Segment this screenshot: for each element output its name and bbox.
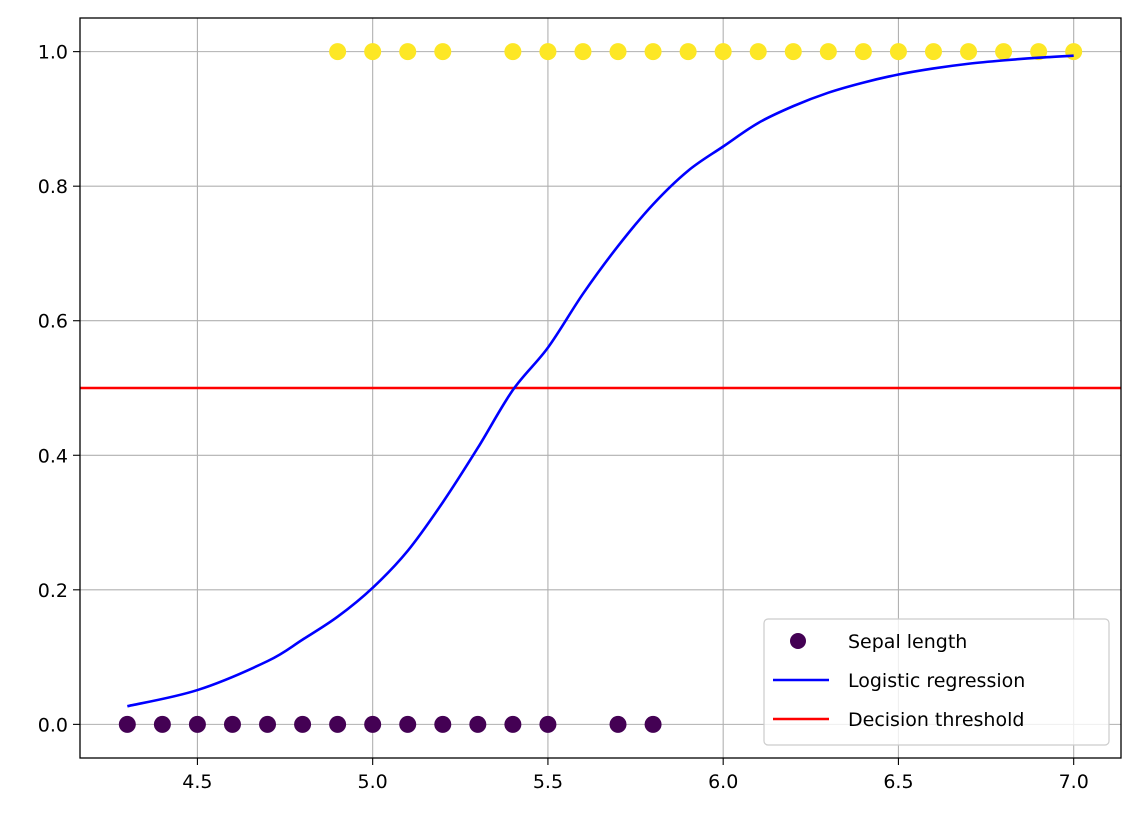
point-class-1	[995, 43, 1013, 61]
point-class-1	[889, 43, 907, 61]
point-class-1	[364, 43, 382, 61]
x-tick-label: 4.5	[182, 771, 212, 793]
point-class-1	[854, 43, 872, 61]
point-class-0	[294, 715, 312, 733]
point-class-1	[504, 43, 522, 61]
point-class-1	[644, 43, 662, 61]
point-class-0	[539, 715, 557, 733]
point-class-1	[399, 43, 417, 61]
point-class-1	[679, 43, 697, 61]
legend-marker-sepal-length	[790, 633, 806, 649]
point-class-1	[924, 43, 942, 61]
logistic-curve	[127, 54, 1074, 708]
point-class-1	[1030, 43, 1048, 61]
point-class-1	[714, 43, 732, 61]
x-tick-label: 5.0	[358, 771, 388, 793]
x-tick-label: 6.0	[708, 771, 738, 793]
y-tick-label: 0.2	[38, 580, 68, 602]
legend-label-decision-threshold: Decision threshold	[848, 709, 1024, 731]
point-class-0	[118, 715, 136, 733]
x-axis: 4.5 5.0 5.5 6.0 6.5 7.0	[182, 758, 1089, 793]
point-class-0	[609, 715, 627, 733]
y-tick-label: 0.8	[38, 176, 68, 198]
point-class-0	[434, 715, 452, 733]
point-class-1	[539, 43, 557, 61]
point-class-0	[259, 715, 277, 733]
point-class-0	[644, 715, 662, 733]
point-class-0	[399, 715, 417, 733]
point-class-1	[574, 43, 592, 61]
legend: Sepal length Logistic regression Decisio…	[763, 618, 1110, 746]
y-tick-label: 1.0	[38, 42, 68, 64]
point-class-1	[434, 43, 452, 61]
logistic-regression-line	[127, 54, 1074, 708]
x-tick-label: 7.0	[1059, 771, 1089, 793]
plot-frame	[79, 17, 1122, 759]
point-class-1	[609, 43, 627, 61]
point-class-0	[469, 715, 487, 733]
point-class-1	[819, 43, 837, 61]
legend-box	[763, 618, 1110, 746]
point-class-0	[364, 715, 382, 733]
point-class-0	[504, 715, 522, 733]
legend-label-logistic-regression: Logistic regression	[848, 670, 1025, 692]
y-tick-label: 0.0	[38, 714, 68, 736]
point-class-1	[329, 43, 347, 61]
point-class-0	[188, 715, 206, 733]
scatter-points	[118, 43, 1083, 733]
point-class-0	[329, 715, 347, 733]
point-class-0	[153, 715, 171, 733]
x-tick-label: 6.5	[883, 771, 913, 793]
y-tick-label: 0.6	[38, 311, 68, 333]
y-axis: 0.0 0.2 0.4 0.6 0.8 1.0	[38, 42, 80, 736]
point-class-0	[223, 715, 241, 733]
legend-label-sepal-length: Sepal length	[848, 631, 967, 653]
point-class-1	[784, 43, 802, 61]
point-class-1	[960, 43, 978, 61]
point-class-1	[1065, 43, 1083, 61]
x-tick-label: 5.5	[533, 771, 563, 793]
y-tick-label: 0.4	[38, 445, 68, 467]
point-class-1	[749, 43, 767, 61]
